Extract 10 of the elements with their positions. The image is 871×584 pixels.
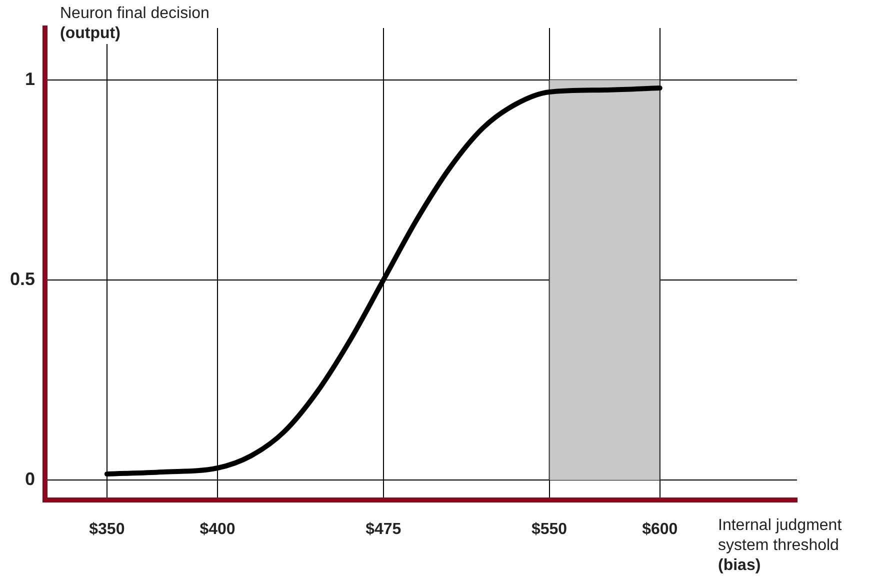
y-tick-label: 0 xyxy=(24,468,35,489)
y-tick-label: 0.5 xyxy=(10,268,35,289)
x-tick-label: $350 xyxy=(89,521,125,538)
x-tick-label: $400 xyxy=(200,521,236,538)
x-tick-label: $550 xyxy=(531,521,568,538)
y-axis-title: Neuron final decision (output) xyxy=(60,5,210,44)
x-tick-label: $600 xyxy=(642,521,678,538)
y-tick-label: 1 xyxy=(24,68,35,89)
x-axis-title: Internal judgment system threshold (bias) xyxy=(718,517,870,576)
x-tick-label: $475 xyxy=(366,521,402,538)
